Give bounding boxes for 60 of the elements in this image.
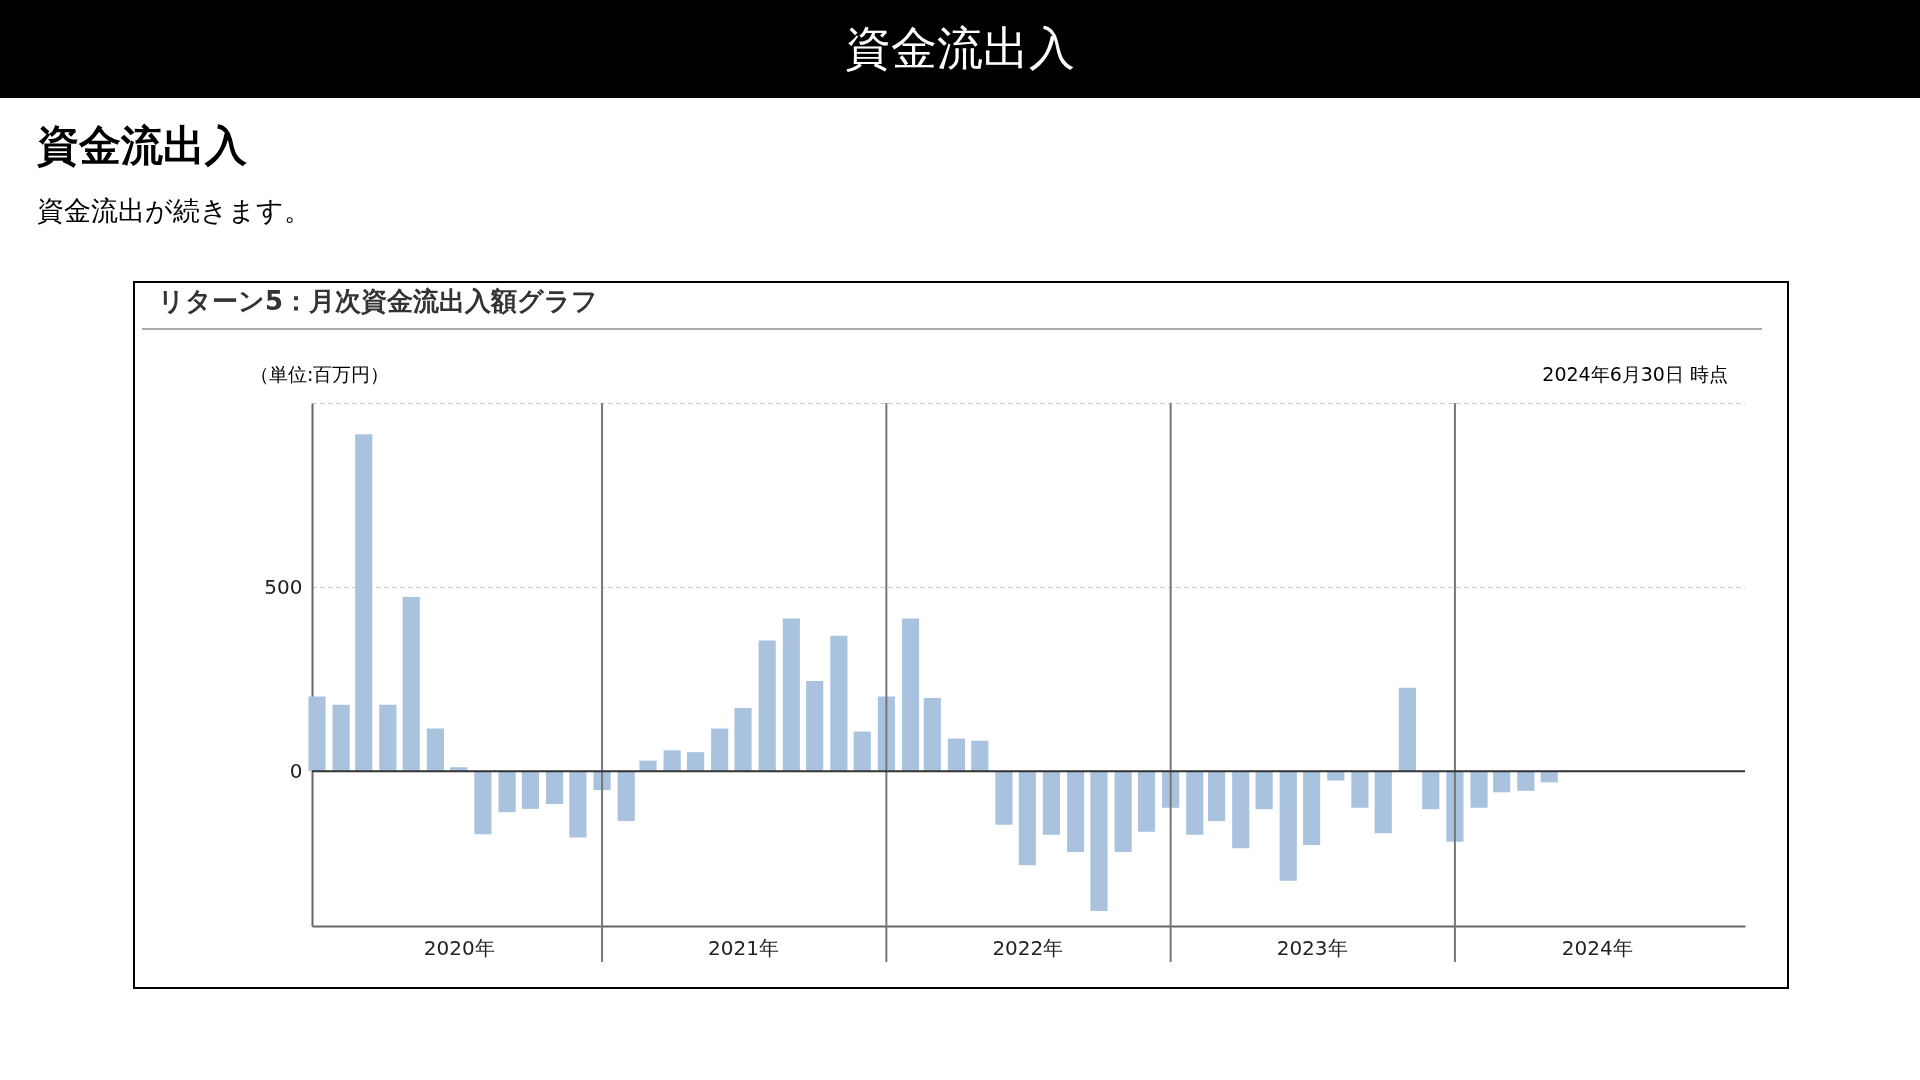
- bar: [1493, 771, 1511, 793]
- bar: [1232, 771, 1250, 849]
- bar: [923, 698, 941, 772]
- bar: [1042, 771, 1061, 835]
- x-tick-label: 2024年: [1561, 935, 1633, 960]
- x-tick-label: 2021年: [708, 935, 779, 960]
- bar: [711, 728, 729, 772]
- bar: [1114, 771, 1132, 852]
- x-tick-label: 2023年: [1276, 935, 1348, 960]
- bar: [545, 771, 564, 805]
- y-axis-title: （単位:百万円）: [250, 362, 390, 387]
- bar: [782, 618, 800, 772]
- bar: [971, 740, 989, 772]
- bar: [379, 704, 397, 772]
- bar: [617, 771, 635, 822]
- bar: [1398, 687, 1417, 772]
- bar: [1255, 771, 1273, 810]
- bar: [1303, 771, 1321, 845]
- bar: [355, 434, 373, 772]
- chart-title: 資金流出入: [37, 120, 247, 172]
- bar: [402, 597, 420, 772]
- bar: [995, 771, 1013, 825]
- bar: [332, 704, 350, 772]
- bar: [1208, 771, 1226, 822]
- bar: [1090, 771, 1108, 911]
- bar: [1327, 771, 1345, 781]
- bar: [426, 728, 444, 772]
- bar: [308, 696, 326, 772]
- bar: [1470, 771, 1488, 808]
- bar: [1018, 771, 1036, 866]
- chart-subtitle: 資金流出が続きます。: [37, 194, 311, 228]
- text: リターン5：月次資金流出入額グラフ: [158, 285, 599, 318]
- y-tick-label: 0: [289, 758, 303, 783]
- bar: [947, 738, 966, 772]
- bar: [663, 750, 681, 772]
- bar: [1517, 771, 1535, 791]
- bar: [1067, 771, 1085, 852]
- bar: [1374, 771, 1392, 834]
- bar: [1446, 771, 1464, 842]
- x-tick-label: 2020年: [423, 935, 495, 960]
- bar: [521, 771, 539, 809]
- bar: [1279, 771, 1297, 881]
- bar: [1351, 771, 1369, 808]
- text: 2024年6月30日 時点: [1542, 362, 1728, 387]
- y-tick-label: 500: [264, 574, 303, 599]
- bar: [853, 731, 871, 772]
- bar: [474, 771, 492, 835]
- bar: [830, 635, 848, 772]
- bar: [1186, 771, 1204, 835]
- bar: [686, 752, 705, 772]
- bar: [758, 640, 776, 772]
- text: 資金流出入: [0, 0, 1920, 98]
- bar: [1422, 771, 1440, 810]
- bar: [734, 707, 752, 772]
- bar: [498, 771, 516, 813]
- bar: [1137, 771, 1156, 832]
- bar: [806, 681, 824, 772]
- x-tick-label: 2022年: [992, 935, 1064, 960]
- bar: [569, 771, 587, 838]
- bar: [901, 618, 920, 772]
